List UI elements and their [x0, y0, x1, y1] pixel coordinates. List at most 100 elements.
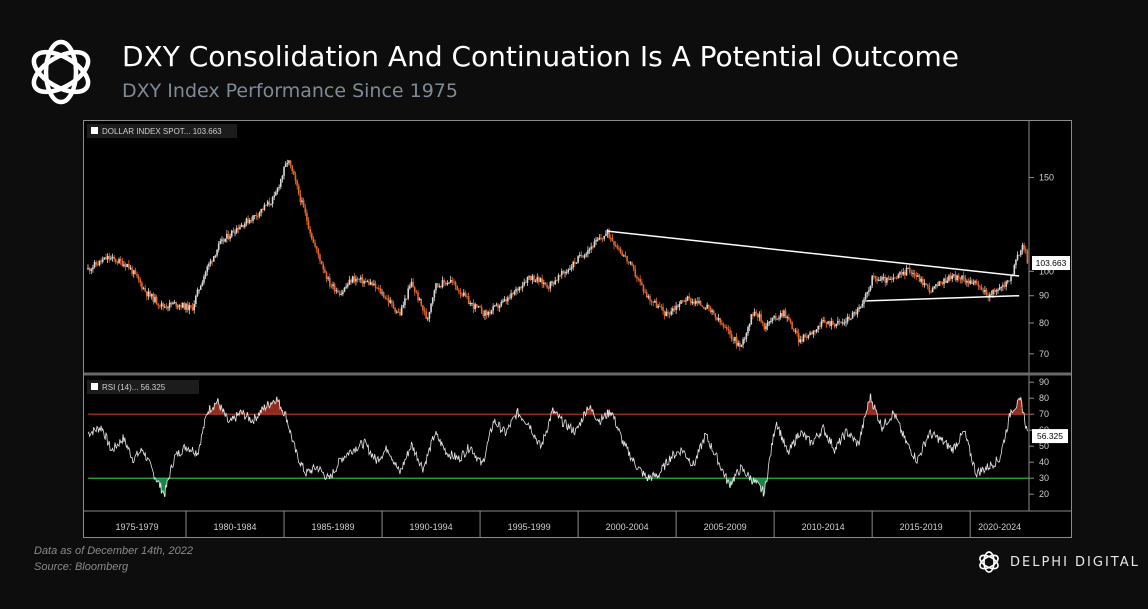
- price-candle: [237, 228, 240, 230]
- price-candle: [1016, 254, 1019, 260]
- price-candle: [551, 281, 553, 283]
- price-candle: [822, 320, 824, 322]
- price-candle: [791, 322, 793, 330]
- x-period-label: 2015-2019: [900, 522, 943, 532]
- price-candle: [90, 269, 93, 271]
- price-candle: [134, 270, 137, 275]
- price-candle: [871, 275, 873, 286]
- price-candle: [613, 241, 615, 246]
- rsi-last-value: 56.325: [1037, 431, 1063, 441]
- price-candle: [964, 277, 967, 283]
- price-candle: [239, 227, 241, 230]
- price-legend: DOLLAR INDEX SPOT... 103.663: [102, 127, 222, 136]
- price-candle: [770, 321, 772, 323]
- price-candle: [395, 311, 398, 313]
- price-candle: [843, 322, 846, 324]
- price-candle: [208, 263, 210, 267]
- price-candle: [908, 267, 911, 273]
- price-candle: [191, 306, 194, 311]
- price-candle: [845, 321, 847, 323]
- price-candle: [98, 260, 101, 266]
- price-candle: [796, 330, 798, 334]
- price-candle: [569, 269, 571, 271]
- price-candle: [644, 291, 646, 293]
- price-candle: [574, 261, 576, 264]
- price-candle: [448, 282, 450, 284]
- oversold-fill: [153, 478, 768, 497]
- price-candle: [245, 218, 248, 224]
- price-candle: [136, 274, 138, 276]
- price-candle: [918, 275, 921, 282]
- price-candle: [443, 280, 445, 283]
- price-candle: [162, 303, 164, 307]
- price-candle: [181, 302, 184, 308]
- price-candle: [678, 303, 681, 308]
- price-candle: [258, 212, 261, 217]
- price-candle: [859, 306, 862, 308]
- price-candle: [415, 291, 418, 293]
- price-candle: [384, 297, 387, 299]
- price-tick-label: 150: [1039, 173, 1054, 183]
- price-candle: [451, 280, 454, 282]
- price-candle: [513, 291, 516, 295]
- price-candle: [180, 305, 182, 308]
- price-candle: [366, 281, 369, 283]
- price-candle: [899, 272, 901, 275]
- price-candle: [572, 261, 575, 268]
- price-candle: [324, 269, 326, 273]
- page-title: DXY Consolidation And Continuation Is A …: [122, 40, 960, 73]
- price-candle: [497, 304, 499, 308]
- price-candle: [461, 294, 463, 296]
- price-candle: [897, 274, 900, 278]
- source-note: Source: Bloomberg: [34, 561, 129, 573]
- price-candle: [636, 276, 638, 279]
- price-candle: [446, 283, 449, 285]
- price-candle: [427, 318, 429, 320]
- price-candle: [691, 301, 694, 304]
- price-candle: [621, 252, 624, 256]
- price-candle: [704, 308, 707, 310]
- price-candle: [353, 276, 356, 282]
- price-candle: [539, 278, 542, 283]
- price-candle: [676, 305, 679, 308]
- price-candle: [198, 289, 200, 291]
- price-candle: [827, 321, 829, 324]
- price-candle: [825, 322, 828, 324]
- price-candle: [953, 274, 955, 276]
- price-candle: [449, 280, 452, 283]
- price-candle: [650, 300, 653, 302]
- price-legend-swatch: [91, 127, 98, 134]
- price-candle: [886, 277, 888, 283]
- price-tick-label: 70: [1039, 349, 1049, 359]
- price-candle: [462, 292, 465, 296]
- price-candle: [922, 278, 924, 285]
- price-candle: [464, 292, 467, 296]
- price-candle: [203, 276, 205, 283]
- price-candle: [490, 310, 493, 314]
- price-candle: [694, 300, 697, 304]
- price-candle: [389, 300, 392, 303]
- price-candle: [587, 250, 589, 254]
- price-candle: [472, 303, 475, 310]
- price-candle: [600, 237, 602, 239]
- price-candle: [905, 267, 908, 276]
- price-candle: [467, 296, 470, 305]
- price-candle: [374, 283, 377, 288]
- price-candle: [297, 185, 300, 194]
- x-period-label: 1980-1984: [214, 522, 257, 532]
- price-candle: [322, 264, 325, 270]
- price-candle: [281, 175, 284, 180]
- price-candle: [760, 314, 762, 322]
- price-candle: [709, 306, 712, 312]
- price-candle: [167, 307, 169, 309]
- x-period-label: 2000-2004: [606, 522, 649, 532]
- price-candle: [170, 302, 173, 305]
- price-candle: [861, 303, 864, 307]
- price-tick-label: 100: [1039, 266, 1054, 276]
- price-candle: [832, 321, 834, 325]
- price-candle: [364, 281, 367, 283]
- price-candle: [874, 275, 877, 279]
- price-candle: [721, 322, 723, 325]
- price-candle: [864, 294, 867, 300]
- price-candle: [234, 232, 236, 234]
